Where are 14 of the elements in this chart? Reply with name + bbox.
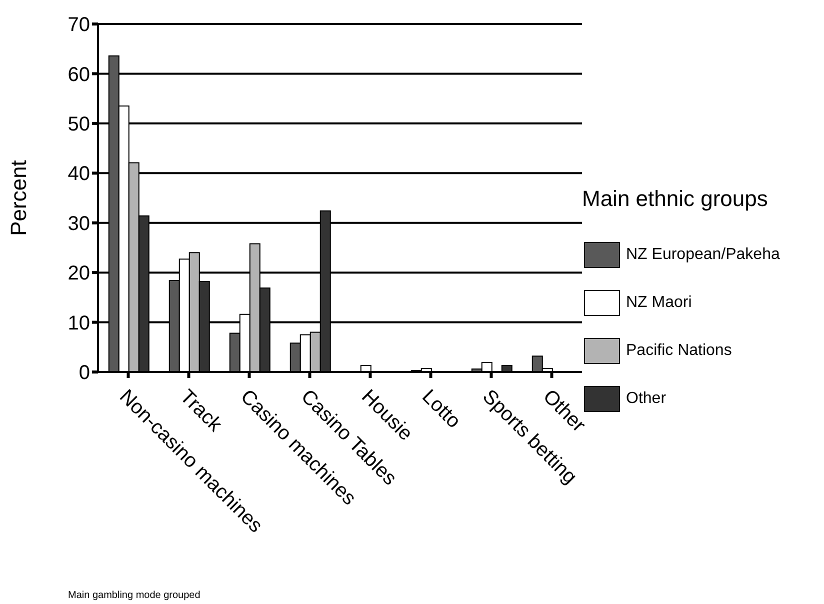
legend-label: NZ European/Pakeha — [626, 246, 780, 264]
y-tick-label: 0 — [78, 362, 90, 384]
y-tick-label: 40 — [68, 163, 90, 186]
y-tick-label: 50 — [68, 114, 90, 136]
y-axis-title: Percent — [6, 160, 31, 236]
y-tick-label: 20 — [68, 262, 90, 285]
legend-title: Main ethnic groups — [582, 186, 769, 212]
y-tick-label: 30 — [68, 212, 90, 235]
y-tick-label: 60 — [68, 64, 90, 86]
y-tick-label: 10 — [68, 312, 90, 334]
text: Main gambling mode grouped — [68, 590, 200, 601]
y-tick-label: 70 — [68, 14, 90, 36]
legend-label: NZ Maori — [626, 294, 692, 312]
legend-label: Pacific Nations — [626, 342, 732, 360]
